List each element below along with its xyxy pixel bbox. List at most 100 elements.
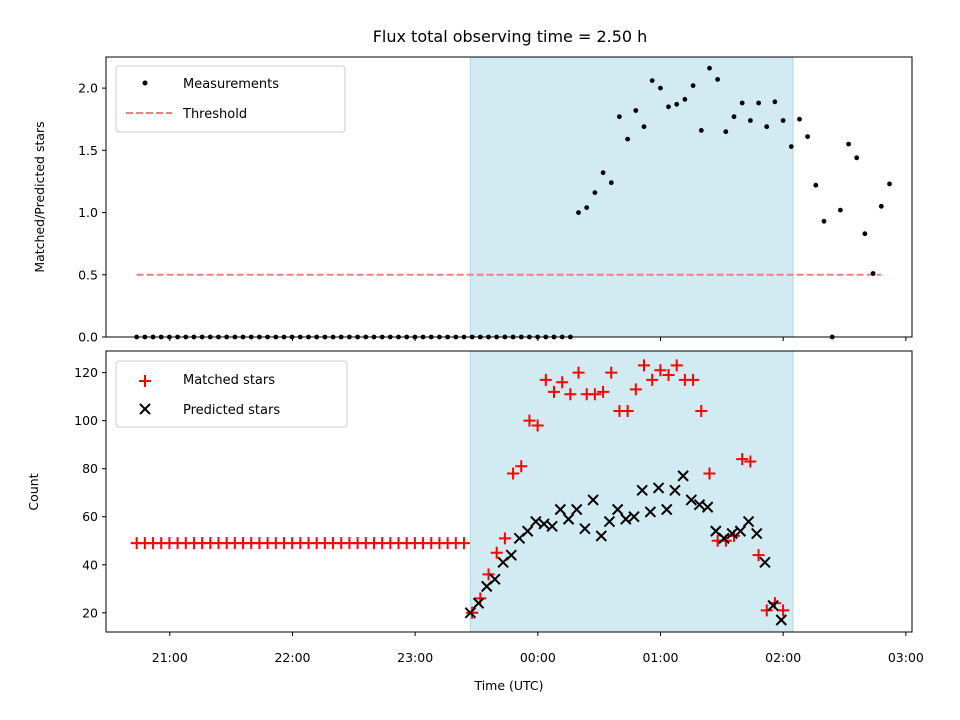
predicted-star-marker: [734, 525, 747, 537]
legend-measurements-label: Measurements: [183, 77, 279, 92]
legend-measurements-marker: [142, 80, 148, 86]
measurement-point: [617, 114, 622, 120]
predicted-star-marker: [685, 494, 697, 506]
predicted-star-marker: [505, 549, 517, 561]
predicted-star-marker: [742, 515, 755, 528]
matched-star-marker: [539, 373, 552, 386]
x-tick-label: 23:00: [397, 650, 433, 665]
matched-star-marker: [482, 568, 495, 581]
top-ylabel: Matched/Predicted stars: [32, 121, 47, 272]
measurement-point: [887, 181, 892, 187]
matched-star-marker: [597, 385, 610, 398]
bottom-axes-ticks: 20 40 60 80 100 120 21:00 22:00 23:00 00:00 01:00 0…: [74, 365, 924, 665]
matched-star-marker: [498, 532, 511, 545]
measurement-point: [878, 203, 884, 209]
x-tick-label: 00:00: [520, 650, 556, 665]
matched-star-marker: [654, 364, 667, 377]
measurement-point: [797, 116, 802, 122]
measurement-point: [633, 108, 639, 113]
predicted-star-marker: [701, 501, 714, 513]
measurement-point: [748, 118, 753, 123]
measurement-point: [649, 78, 655, 83]
matched-star-marker: [736, 453, 749, 466]
predicted-star-marker: [571, 503, 583, 516]
matched-star-marker: [695, 405, 708, 418]
measurement-point: [813, 182, 819, 188]
matched-star-marker: [515, 460, 528, 473]
matched-star-marker: [457, 537, 470, 550]
measurement-point: [723, 129, 729, 135]
predicted-star-marker: [521, 525, 534, 537]
matched-star-marker: [556, 376, 569, 389]
measurement-point: [600, 170, 606, 176]
matched-star-marker: [588, 388, 601, 401]
predicted-star-marker: [759, 556, 771, 569]
predicted-star-marker: [489, 573, 501, 585]
measurement-point: [846, 141, 851, 147]
matched-star-marker: [490, 546, 503, 559]
matched-star-marker: [605, 366, 618, 379]
predicted-star-marker: [751, 527, 763, 540]
legend-predicted-label: Predicted stars: [183, 403, 280, 418]
predicted-star-marker: [587, 494, 599, 506]
predicted-star-marker: [611, 503, 624, 516]
measurement-point: [739, 100, 745, 106]
y-tick-label: 0.0: [78, 330, 98, 345]
measurement-point: [592, 190, 598, 196]
measurement-point: [772, 99, 778, 105]
matched-star-marker: [646, 373, 659, 386]
x-tick-label: 21:00: [152, 650, 188, 665]
matched-star-marker: [777, 604, 790, 617]
measurement-point: [862, 231, 868, 237]
predicted-star-marker: [693, 499, 706, 511]
measurement-point: [641, 124, 647, 130]
top-axes-ticks: 0.0 0.5 1.0 1.5 2.0: [78, 81, 907, 345]
y-tick-label: 0.5: [78, 267, 98, 282]
predicted-star-marker: [595, 530, 607, 542]
predicted-star-marker: [652, 482, 665, 494]
measurement-point: [756, 100, 761, 106]
predicted-star-marker: [603, 515, 616, 528]
matched-star-marker: [547, 385, 560, 398]
predicted-star-marker: [546, 520, 558, 533]
y-tick-label: 40: [82, 557, 98, 572]
matched-star-marker: [744, 455, 757, 468]
count-marks: [130, 359, 790, 626]
measurement-point: [870, 271, 876, 276]
matched-star-marker: [523, 414, 536, 427]
matched-star-marker: [466, 606, 479, 619]
top-axes-frame: [105, 56, 913, 338]
bottom-legend-box: [115, 360, 348, 428]
y-tick-label: 120: [74, 365, 98, 380]
x-axis-label: Time (UTC): [473, 678, 543, 693]
matched-star-marker: [531, 419, 544, 432]
x-tick-label: 01:00: [642, 650, 678, 665]
predicted-star-marker: [530, 515, 542, 528]
y-tick-label: 60: [82, 509, 98, 524]
y-tick-label: 80: [82, 461, 98, 476]
legend-matched-label: Matched stars: [183, 373, 275, 388]
matched-star-marker: [637, 359, 650, 372]
measurement-point: [576, 210, 581, 216]
bottom-axes: 20 40 60 80 100 120 21:00 22:00 23:00 00:00 01:00 0…: [26, 350, 924, 693]
measurement-point: [854, 155, 860, 161]
x-tick-label: 22:00: [274, 650, 310, 665]
measurement-point: [821, 218, 827, 224]
y-tick-label: 100: [74, 413, 98, 428]
x-tick-label: 03:00: [888, 650, 924, 665]
measurement-point: [690, 83, 696, 88]
predicted-star-marker: [579, 523, 591, 535]
predicted-star-marker: [628, 511, 640, 523]
measurement-point: [780, 118, 786, 123]
predicted-star-marker: [644, 506, 657, 518]
matched-star-marker: [752, 549, 765, 562]
predicted-star-marker: [620, 513, 632, 525]
predicted-star-marker: [554, 503, 567, 516]
measurement-point: [805, 134, 810, 140]
measurement-point: [788, 144, 794, 150]
legend-threshold-label: Threshold: [182, 107, 247, 122]
predicted-star-marker: [767, 599, 779, 612]
bottom-legend: Matched stars Predicted stars: [115, 360, 348, 428]
legend-predicted-marker: [139, 403, 151, 415]
